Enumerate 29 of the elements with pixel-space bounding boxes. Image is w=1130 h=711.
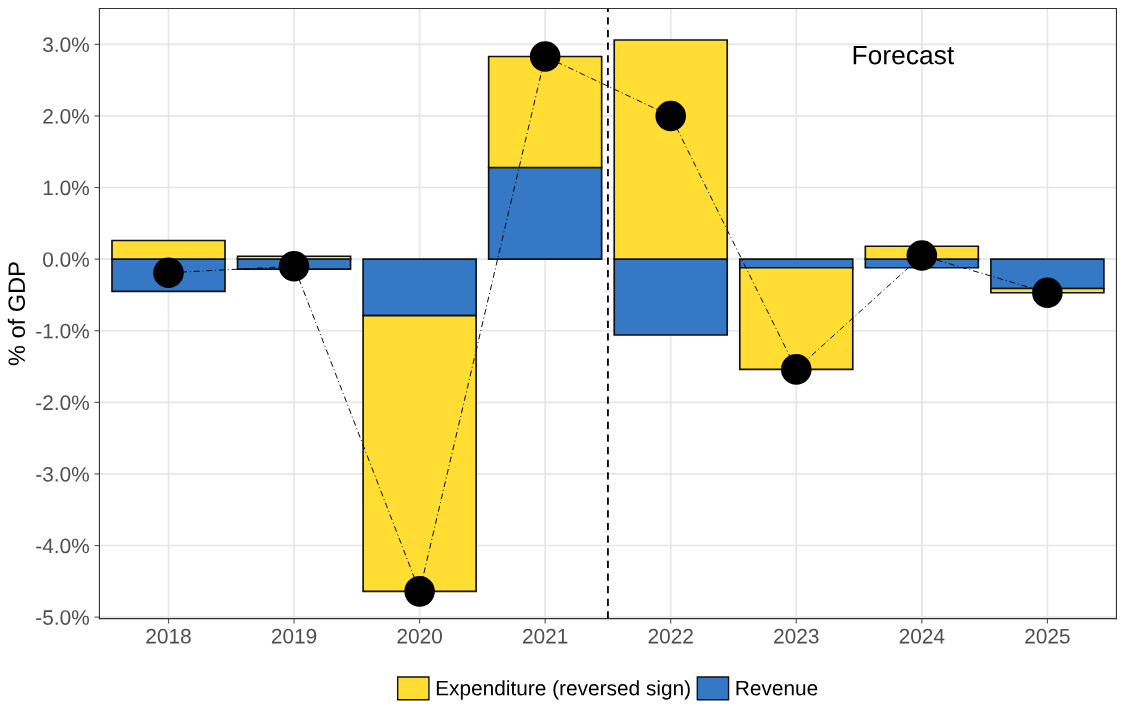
- point: [780, 354, 812, 385]
- x-tick-label: 2023: [774, 628, 819, 644]
- x-tick-label: 2020: [397, 628, 442, 644]
- point: [529, 41, 561, 72]
- y-tick-label: 0.0%: [43, 252, 89, 267]
- y-tick-label: -3.0%: [36, 466, 89, 482]
- y-axis-title: % of GDP: [7, 262, 26, 366]
- x-tick-label: 2025: [1025, 628, 1070, 644]
- x-tick-label: 2018: [146, 628, 191, 644]
- bar: [990, 258, 1105, 290]
- y-tick-label: 1.0%: [43, 180, 89, 196]
- legend-label: Expenditure (reversed sign): [436, 680, 690, 700]
- point: [278, 251, 310, 282]
- point: [655, 100, 686, 132]
- y-tick-label: 2.0%: [43, 108, 89, 124]
- y-tick-label: -4.0%: [36, 538, 89, 554]
- point: [906, 240, 938, 271]
- y-tick-label: -1.0%: [36, 323, 89, 339]
- x-tick-label: 2021: [523, 628, 568, 644]
- y-tick-label: -2.0%: [36, 395, 89, 411]
- point: [1032, 277, 1063, 309]
- y-tick-label: 3.0%: [43, 37, 89, 53]
- x-tick-label: 2019: [271, 628, 317, 644]
- x-tick-label: 2022: [648, 628, 693, 644]
- x-tick-label: 2024: [899, 628, 945, 644]
- point: [404, 576, 435, 607]
- legend-label: Revenue: [736, 680, 818, 696]
- annotation: Forecast: [853, 46, 955, 65]
- y-tick-label: -5.0%: [36, 610, 89, 625]
